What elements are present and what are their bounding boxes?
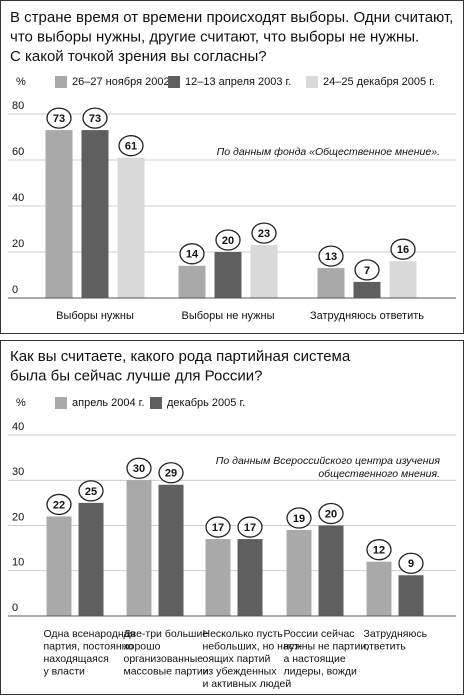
y-tick-label: 40 <box>12 192 24 204</box>
bar <box>45 130 73 298</box>
legend-swatch <box>150 397 162 409</box>
value-badge <box>318 245 344 267</box>
bar <box>117 157 145 298</box>
value-label: 25 <box>85 486 97 498</box>
value-label: 73 <box>89 113 101 125</box>
legend-swatch <box>55 397 67 409</box>
legend-label: апрель 2004 г. <box>72 397 144 409</box>
value-label: 61 <box>125 141 137 153</box>
value-label: 16 <box>397 244 409 256</box>
value-badge <box>354 259 380 281</box>
x-tick-label: Затрудняюсь ответить <box>310 310 424 322</box>
bar <box>317 268 345 298</box>
value-badge <box>366 539 392 561</box>
value-label: 12 <box>373 545 385 557</box>
value-badge <box>286 507 312 529</box>
value-label: 20 <box>222 235 234 247</box>
y-tick-label: 30 <box>12 466 24 478</box>
y-tick-label: 10 <box>12 557 24 569</box>
value-badge <box>46 107 72 129</box>
value-badge <box>179 243 205 265</box>
value-label: 7 <box>364 265 370 277</box>
y-tick-label: 40 <box>12 421 24 433</box>
value-badge <box>398 552 424 574</box>
bar <box>205 539 231 616</box>
bar <box>389 261 417 298</box>
y-tick-label: 60 <box>12 146 24 158</box>
bar <box>318 525 344 616</box>
bar <box>398 575 424 616</box>
value-label: 23 <box>258 228 270 240</box>
value-badge <box>205 516 231 538</box>
value-label: 29 <box>165 468 177 480</box>
value-badge <box>46 493 72 516</box>
value-label: 22 <box>53 499 65 511</box>
value-label: 9 <box>408 558 414 570</box>
y-axis-label: % <box>16 397 26 409</box>
y-tick-label: 0 <box>12 602 18 614</box>
value-label: 17 <box>244 522 256 534</box>
bar <box>126 480 152 616</box>
x-tick-label: Выборы нужны <box>56 310 134 322</box>
legend-label: 24–25 декабря 2005 г. <box>323 76 435 88</box>
value-label: 13 <box>325 251 337 263</box>
y-tick-label: 80 <box>12 100 24 112</box>
x-tick-label: Одна всенародная партия, постоянно находящ… <box>44 628 136 678</box>
y-tick-label: 20 <box>12 511 24 523</box>
x-tick-label: Две-три большие хорошо организованные массо… <box>124 628 209 678</box>
value-label: 30 <box>133 463 145 475</box>
value-label: 20 <box>325 508 337 520</box>
legend-swatch <box>306 76 318 88</box>
legend-swatch <box>55 76 67 88</box>
bar <box>353 281 381 298</box>
bar <box>81 130 109 298</box>
y-tick-label: 20 <box>12 238 24 250</box>
chart-title: В стране время от времени происходят выб… <box>10 9 453 65</box>
source-note: По данным фонда «Общественное мнение». <box>217 146 440 158</box>
legend-label: декабрь 2005 г. <box>167 397 245 409</box>
bar <box>214 252 242 298</box>
value-badge <box>390 238 416 260</box>
y-tick-label: 0 <box>12 284 18 296</box>
bar <box>237 539 263 616</box>
x-tick-label: Несколько пусть небольших, но наст-оящих … <box>203 628 303 690</box>
value-badge <box>118 135 144 157</box>
value-label: 14 <box>186 249 199 261</box>
y-axis-label: % <box>16 76 26 88</box>
value-badge <box>237 516 263 538</box>
legend-swatch <box>168 76 180 88</box>
bar <box>78 502 104 616</box>
bar <box>250 245 278 298</box>
bar <box>178 265 206 298</box>
value-badge <box>215 229 241 251</box>
value-badge <box>82 107 108 129</box>
value-badge <box>251 222 277 244</box>
legend-label: 12–13 апреля 2003 г. <box>185 76 291 88</box>
bar <box>46 516 72 616</box>
value-label: 19 <box>293 513 305 525</box>
bar <box>158 484 184 616</box>
x-tick-label: Затрудняюсь ответить <box>364 628 428 653</box>
x-tick-label: Выборы не нужны <box>181 310 274 322</box>
value-label: 73 <box>53 113 65 125</box>
value-badge <box>78 480 104 502</box>
bar <box>286 530 312 616</box>
bar <box>366 561 392 616</box>
value-badge <box>126 457 152 479</box>
x-tick-label: России сейчас нужны не партии, а настоящие… <box>284 628 370 678</box>
value-badge <box>158 462 184 484</box>
value-label: 17 <box>212 522 224 534</box>
value-badge <box>318 502 344 525</box>
legend-label: 26–27 ноября 2002 г. <box>72 76 178 88</box>
source-note: По данным Всероссийского центра изучения… <box>216 455 441 480</box>
chart-title: Как вы считаете, какого рода партийная с… <box>10 348 351 385</box>
